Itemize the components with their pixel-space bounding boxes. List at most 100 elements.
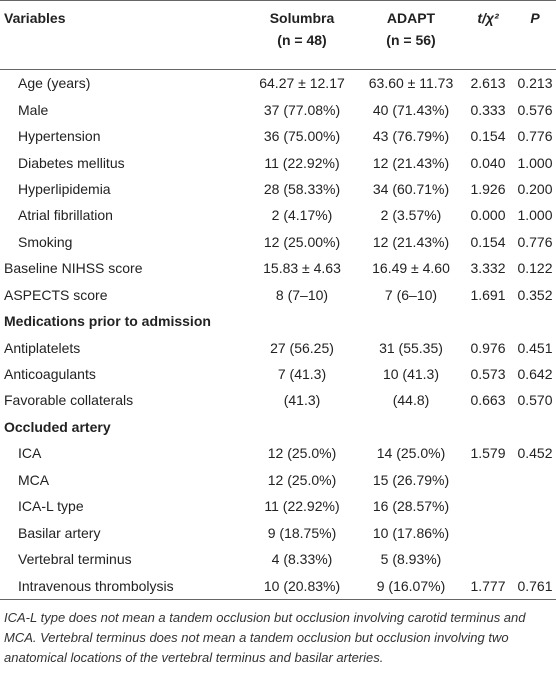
cell: 34 (60.71%) bbox=[372, 180, 450, 197]
cell: 2 (4.17%) bbox=[271, 207, 333, 224]
row-label: Hyperlipidemia bbox=[18, 180, 111, 197]
table-row: Atrial fibrillation 2 (4.17%) 2 (3.57%) 0.0… bbox=[0, 202, 556, 228]
cell: 5 (8.93%) bbox=[380, 551, 442, 568]
header-cell: Variables bbox=[4, 10, 66, 26]
cell: 0.154 bbox=[470, 233, 506, 250]
cell: (44.8) bbox=[392, 392, 430, 409]
table-row: Intravenous thrombolysis 10 (20.83%) 9 (16… bbox=[0, 572, 556, 600]
cell: 1.691 bbox=[470, 286, 506, 303]
cell: 0.976 bbox=[470, 339, 506, 356]
row-label: Antiplatelets bbox=[4, 339, 81, 356]
header-text: Solumbra bbox=[269, 10, 335, 26]
cell: 12 (21.43%) bbox=[372, 233, 450, 250]
empty-cell bbox=[514, 467, 556, 493]
cell: 28 (58.33%) bbox=[263, 180, 341, 197]
cell: 15.83 ± 4.63 bbox=[263, 260, 341, 277]
footnote: ICA-L type does not mean a tandem occlus… bbox=[4, 609, 526, 665]
table-row: Medications prior to admission bbox=[0, 308, 556, 334]
row-label: Male bbox=[18, 101, 49, 118]
cell: 0.040 bbox=[470, 154, 506, 171]
cell: 12 (21.43%) bbox=[372, 154, 450, 171]
row-label: Basilar artery bbox=[18, 524, 101, 541]
table-row: Age (years) 64.27 ± 12.17 63.60 ± 11.73 2.6… bbox=[0, 70, 556, 97]
cell: 15 (26.79%) bbox=[372, 471, 450, 488]
cell: 40 (71.43%) bbox=[372, 101, 450, 118]
cell: 0.333 bbox=[470, 101, 506, 118]
cell: 64.27 ± 12.17 bbox=[259, 75, 345, 92]
header-cell: P bbox=[530, 10, 540, 26]
cell: 27 (56.25) bbox=[270, 339, 334, 356]
cell: 11 (22.92%) bbox=[264, 154, 340, 171]
cell: 0.776 bbox=[517, 128, 553, 145]
cell: 16 (28.57%) bbox=[372, 498, 450, 515]
table-body: Age (years) 64.27 ± 12.17 63.60 ± 11.73 2.6… bbox=[0, 70, 556, 600]
cell: 0.451 bbox=[517, 339, 553, 356]
table-row: Occluded artery bbox=[0, 414, 556, 440]
cell: 63.60 ± 11.73 bbox=[368, 75, 454, 92]
cell: 0.000 bbox=[470, 207, 506, 224]
empty-cell bbox=[462, 493, 514, 519]
row-label: Age (years) bbox=[18, 75, 91, 92]
row-label: Atrial fibrillation bbox=[18, 207, 113, 224]
table-row: Basilar artery 9 (18.75%) 10 (17.86%) bbox=[0, 519, 556, 545]
header-cell: Solumbra (n = 48) bbox=[244, 1, 360, 70]
cell: 36 (75.00%) bbox=[263, 128, 341, 145]
cell: 0.200 bbox=[517, 180, 553, 197]
row-label: ICA-L type bbox=[18, 498, 84, 515]
row-label: Vertebral terminus bbox=[18, 551, 132, 568]
header-cell: t/χ² bbox=[477, 10, 499, 26]
cell: 8 (7–10) bbox=[275, 286, 329, 303]
cell: 0.573 bbox=[470, 366, 506, 383]
cell: 3.332 bbox=[470, 260, 506, 277]
cell: 14 (25.0%) bbox=[376, 445, 446, 462]
cell: 12 (25.00%) bbox=[263, 233, 341, 250]
row-label: Favorable collaterals bbox=[4, 392, 134, 409]
table-row: Baseline NIHSS score 15.83 ± 4.63 16.49 ± … bbox=[0, 255, 556, 281]
row-label: Intravenous thrombolysis bbox=[18, 577, 174, 594]
empty-cell bbox=[514, 519, 556, 545]
cell: 0.352 bbox=[517, 286, 553, 303]
empty-cell bbox=[514, 546, 556, 572]
cell: 10 (17.86%) bbox=[372, 524, 450, 541]
row-label: ICA bbox=[18, 445, 42, 462]
cell: 2.613 bbox=[470, 75, 506, 92]
cell: (41.3) bbox=[283, 392, 321, 409]
table-header: Variables Solumbra (n = 48) ADAPT (n = 56) t/… bbox=[0, 0, 556, 70]
cell: 10 (20.83%) bbox=[263, 577, 341, 594]
header-text: (n = 56) bbox=[386, 32, 436, 48]
table-row: ASPECTS score 8 (7–10) 7 (6–10) 1.691 0.352 bbox=[0, 282, 556, 308]
table-row: ICA 12 (25.0%) 14 (25.0%) 1.579 0.452 bbox=[0, 440, 556, 466]
header-text: (n = 48) bbox=[277, 32, 327, 48]
cell: 9 (16.07%) bbox=[376, 577, 446, 594]
table-row: Vertebral terminus 4 (8.33%) 5 (8.93%) bbox=[0, 546, 556, 572]
row-label: Diabetes mellitus bbox=[18, 154, 125, 171]
cell: 1.926 bbox=[470, 180, 506, 197]
header-row: Variables Solumbra (n = 48) ADAPT (n = 56) t/… bbox=[0, 0, 556, 70]
table-row: Male 37 (77.08%) 40 (71.43%) 0.333 0.576 bbox=[0, 96, 556, 122]
cell: 4 (8.33%) bbox=[271, 551, 333, 568]
cell: 12 (25.0%) bbox=[267, 445, 337, 462]
cell: 0.452 bbox=[517, 445, 553, 462]
table-row: MCA 12 (25.0%) 15 (26.79%) bbox=[0, 467, 556, 493]
cell: 7 (41.3) bbox=[277, 366, 327, 383]
cell: 43 (76.79%) bbox=[372, 128, 450, 145]
cell: 10 (41.3) bbox=[382, 366, 440, 383]
table-row: Hypertension 36 (75.00%) 43 (76.79%) 0.154 0… bbox=[0, 123, 556, 149]
cell: 0.663 bbox=[470, 392, 506, 409]
cell: 0.154 bbox=[470, 128, 506, 145]
cell: 1.000 bbox=[517, 154, 553, 171]
cell: 0.122 bbox=[517, 260, 553, 277]
cell: 1.777 bbox=[470, 577, 506, 594]
cell: 31 (55.35) bbox=[379, 339, 443, 356]
header-text: ADAPT bbox=[386, 10, 436, 26]
row-label: MCA bbox=[18, 471, 50, 488]
table-row: Smoking 12 (25.00%) 12 (21.43%) 0.154 0.776 bbox=[0, 229, 556, 255]
row-label: Hypertension bbox=[18, 128, 101, 145]
section-header: Medications prior to admission bbox=[4, 313, 211, 330]
row-label: Smoking bbox=[18, 233, 73, 250]
section-header: Occluded artery bbox=[4, 418, 111, 435]
cell: 0.776 bbox=[517, 233, 553, 250]
table-row: ICA-L type 11 (22.92%) 16 (28.57%) bbox=[0, 493, 556, 519]
empty-cell bbox=[462, 467, 514, 493]
